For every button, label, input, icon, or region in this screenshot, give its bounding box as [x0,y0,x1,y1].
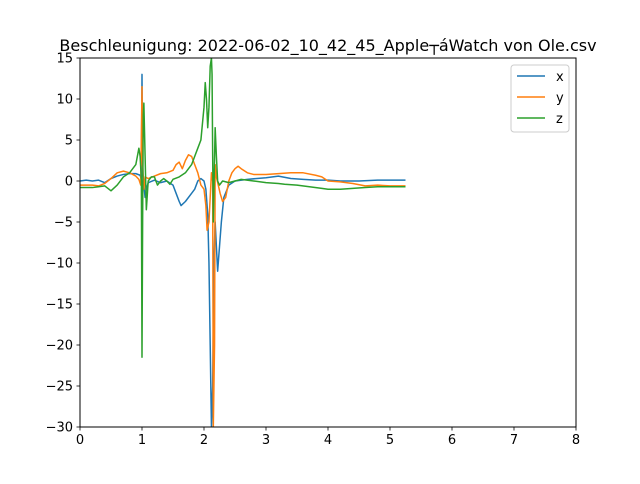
x-tick-label: 5 [386,433,394,448]
legend-label-y: y [556,91,564,106]
legend-label-x: x [556,70,564,85]
y-tick-label: −20 [46,339,73,354]
legend-box [510,64,570,133]
x-tick-label: 6 [448,433,456,448]
y-tick-label: −25 [46,380,73,395]
x-tick-label: 0 [76,433,84,448]
x-tick-label: 2 [200,433,208,448]
axis-ticks-group: 0 1 2 3 4 5 6 7 8 15 10 5 0 −5 −10 −15 −20 −25 −30 [46,52,581,449]
x-tick-label: 3 [262,433,270,448]
x-tick-label: 7 [510,433,518,448]
series-line-x [80,73,406,427]
series-line-z [80,58,406,359]
series-line-y [80,85,406,427]
y-tick-label: −10 [46,257,73,272]
x-tick-label: 4 [324,433,332,448]
y-tick-label: 10 [56,93,73,108]
legend-label-z: z [556,112,563,127]
chart-title: Beschleunigung: 2022-06-02_10_42_45_Appl… [59,36,596,56]
y-tick-label: −30 [46,421,73,436]
y-tick-label: −5 [54,216,73,231]
plot-series-group [80,58,406,427]
y-tick-label: 15 [56,52,73,67]
x-tick-label: 1 [138,433,146,448]
x-tick-label: 8 [572,433,580,448]
plot-frame [79,57,577,428]
legend: xyz [510,64,570,133]
y-tick-label: 0 [65,175,73,190]
y-tick-label: 5 [65,134,73,149]
y-tick-label: −15 [46,298,73,313]
